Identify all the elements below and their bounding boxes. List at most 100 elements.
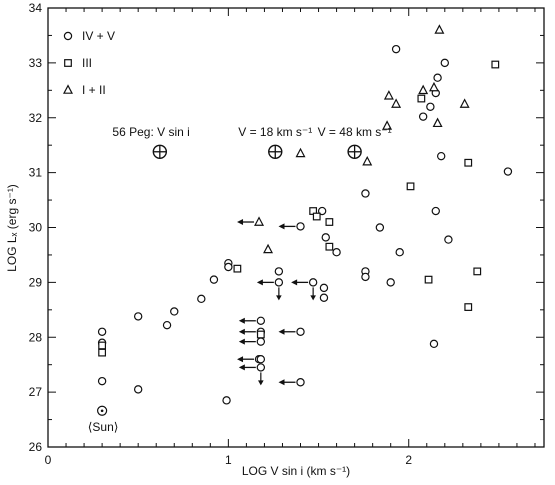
data-point-circle — [386, 278, 395, 287]
data-point-triangle — [459, 98, 470, 108]
data-point-circle — [395, 247, 404, 257]
upper-limit-arrowhead — [238, 364, 245, 371]
peg-label: 56 Peg: V sin i — [112, 125, 189, 139]
data-point-circle — [431, 206, 440, 216]
x-tick-label: 2 — [405, 453, 412, 467]
y-tick-label: 32 — [29, 111, 43, 125]
upper-limit-arrowhead — [278, 379, 285, 386]
peg-label: V = 18 km s⁻¹ — [238, 125, 312, 139]
data-point-circle — [274, 267, 284, 276]
upper-limit-arrowhead — [238, 328, 245, 335]
data-point-triangle — [391, 98, 402, 108]
data-point-circle — [321, 233, 330, 242]
data-point-triangle — [263, 243, 274, 254]
data-point-square — [464, 303, 473, 311]
data-point-circle — [197, 294, 206, 304]
y-tick-label: 30 — [29, 221, 43, 235]
peg-label: V = 48 km s⁻¹ — [318, 125, 392, 139]
data-point-triangle — [418, 84, 429, 95]
data-point-circle — [426, 102, 435, 111]
axis-ticks: 0 1 2 26 27 28 29 30 31 32 33 34 — [29, 1, 544, 467]
data-point-square — [98, 348, 107, 357]
annotations: ⟨Sun⟩ 56 Peg: V sin i V = 18 km s⁻¹ V = 48 … — [88, 125, 392, 434]
data-point-circle — [296, 222, 305, 231]
data-point-circle — [133, 312, 143, 321]
data-point-triangle — [295, 147, 306, 158]
sun-label: ⟨Sun⟩ — [88, 420, 119, 434]
data-point-circle — [391, 44, 401, 54]
data-point-square — [98, 341, 107, 350]
data-point-circle — [209, 275, 219, 284]
data-point-circle — [440, 58, 449, 68]
data-point-square — [464, 158, 473, 167]
data-point-circle — [418, 112, 428, 121]
data-point-circle — [224, 262, 233, 272]
data-point-circle — [256, 337, 266, 346]
data-point-circle — [319, 293, 329, 302]
data-point-circle — [170, 307, 179, 316]
data-point-square — [491, 60, 500, 69]
upper-limit-arrowhead — [238, 317, 245, 324]
down-arrowhead — [276, 295, 282, 301]
data-point-square — [325, 242, 334, 251]
legend: IV + V III I + II — [63, 29, 115, 97]
data-point-circle — [162, 320, 172, 330]
data-points — [97, 24, 513, 405]
data-point-square — [312, 212, 321, 221]
data-point-circle — [375, 223, 385, 232]
legend-label: IV + V — [82, 29, 115, 43]
data-point-square — [473, 267, 482, 276]
upper-limit-arrowhead — [256, 279, 263, 286]
data-point-circle — [429, 339, 439, 349]
data-point-circle — [256, 355, 266, 364]
y-axis-label: LOG Lₓ (erg s⁻¹) — [5, 184, 19, 272]
down-arrowhead — [258, 380, 264, 386]
legend-label: I + II — [82, 83, 106, 97]
data-point-circle — [332, 247, 341, 257]
data-point-circle — [436, 151, 446, 161]
data-point-circle — [222, 396, 231, 405]
data-point-circle — [319, 283, 329, 293]
down-arrowhead — [310, 295, 316, 301]
legend-marker-triangle — [63, 84, 73, 94]
data-point-triangle — [434, 24, 445, 34]
data-point-square — [325, 218, 334, 226]
y-tick-label: 27 — [29, 385, 43, 399]
data-point-circle — [361, 272, 370, 282]
upper-limit-arrowhead — [291, 279, 298, 286]
data-point-circle — [133, 385, 143, 394]
upper-limit-arrowhead — [237, 356, 244, 363]
data-point-triangle — [428, 81, 439, 92]
y-tick-label: 28 — [29, 330, 43, 344]
data-point-circle — [503, 167, 513, 176]
y-tick-label: 33 — [29, 56, 43, 70]
data-point-circle — [274, 278, 284, 287]
plot-frame — [47, 7, 545, 448]
data-point-circle — [296, 327, 305, 336]
data-point-square — [256, 330, 265, 339]
legend-label: III — [82, 56, 92, 70]
upper-limit-arrowhead — [278, 223, 285, 230]
data-point-circle — [97, 376, 107, 386]
y-tick-label: 26 — [29, 440, 43, 454]
data-point-circle — [256, 316, 266, 325]
y-tick-label: 31 — [29, 166, 43, 180]
upper-limit-arrowhead — [237, 219, 244, 226]
data-point-triangle — [382, 120, 393, 130]
data-point-square — [424, 275, 433, 284]
data-point-circle — [361, 189, 370, 198]
y-tick-label: 29 — [29, 275, 43, 289]
y-tick-label: 34 — [29, 1, 43, 15]
data-point-triangle — [383, 90, 394, 100]
upper-limit-arrowhead — [278, 328, 285, 335]
legend-marker-square — [64, 59, 72, 67]
data-point-circle — [256, 363, 266, 372]
data-point-circle — [444, 235, 453, 244]
x-tick-label: 1 — [225, 453, 232, 467]
data-point-square — [233, 264, 242, 273]
x-axis-label: LOG V sin i (km s⁻¹) — [242, 464, 350, 478]
data-point-circle — [296, 378, 305, 387]
data-point-triangle — [432, 117, 443, 128]
data-point-square — [417, 94, 426, 103]
